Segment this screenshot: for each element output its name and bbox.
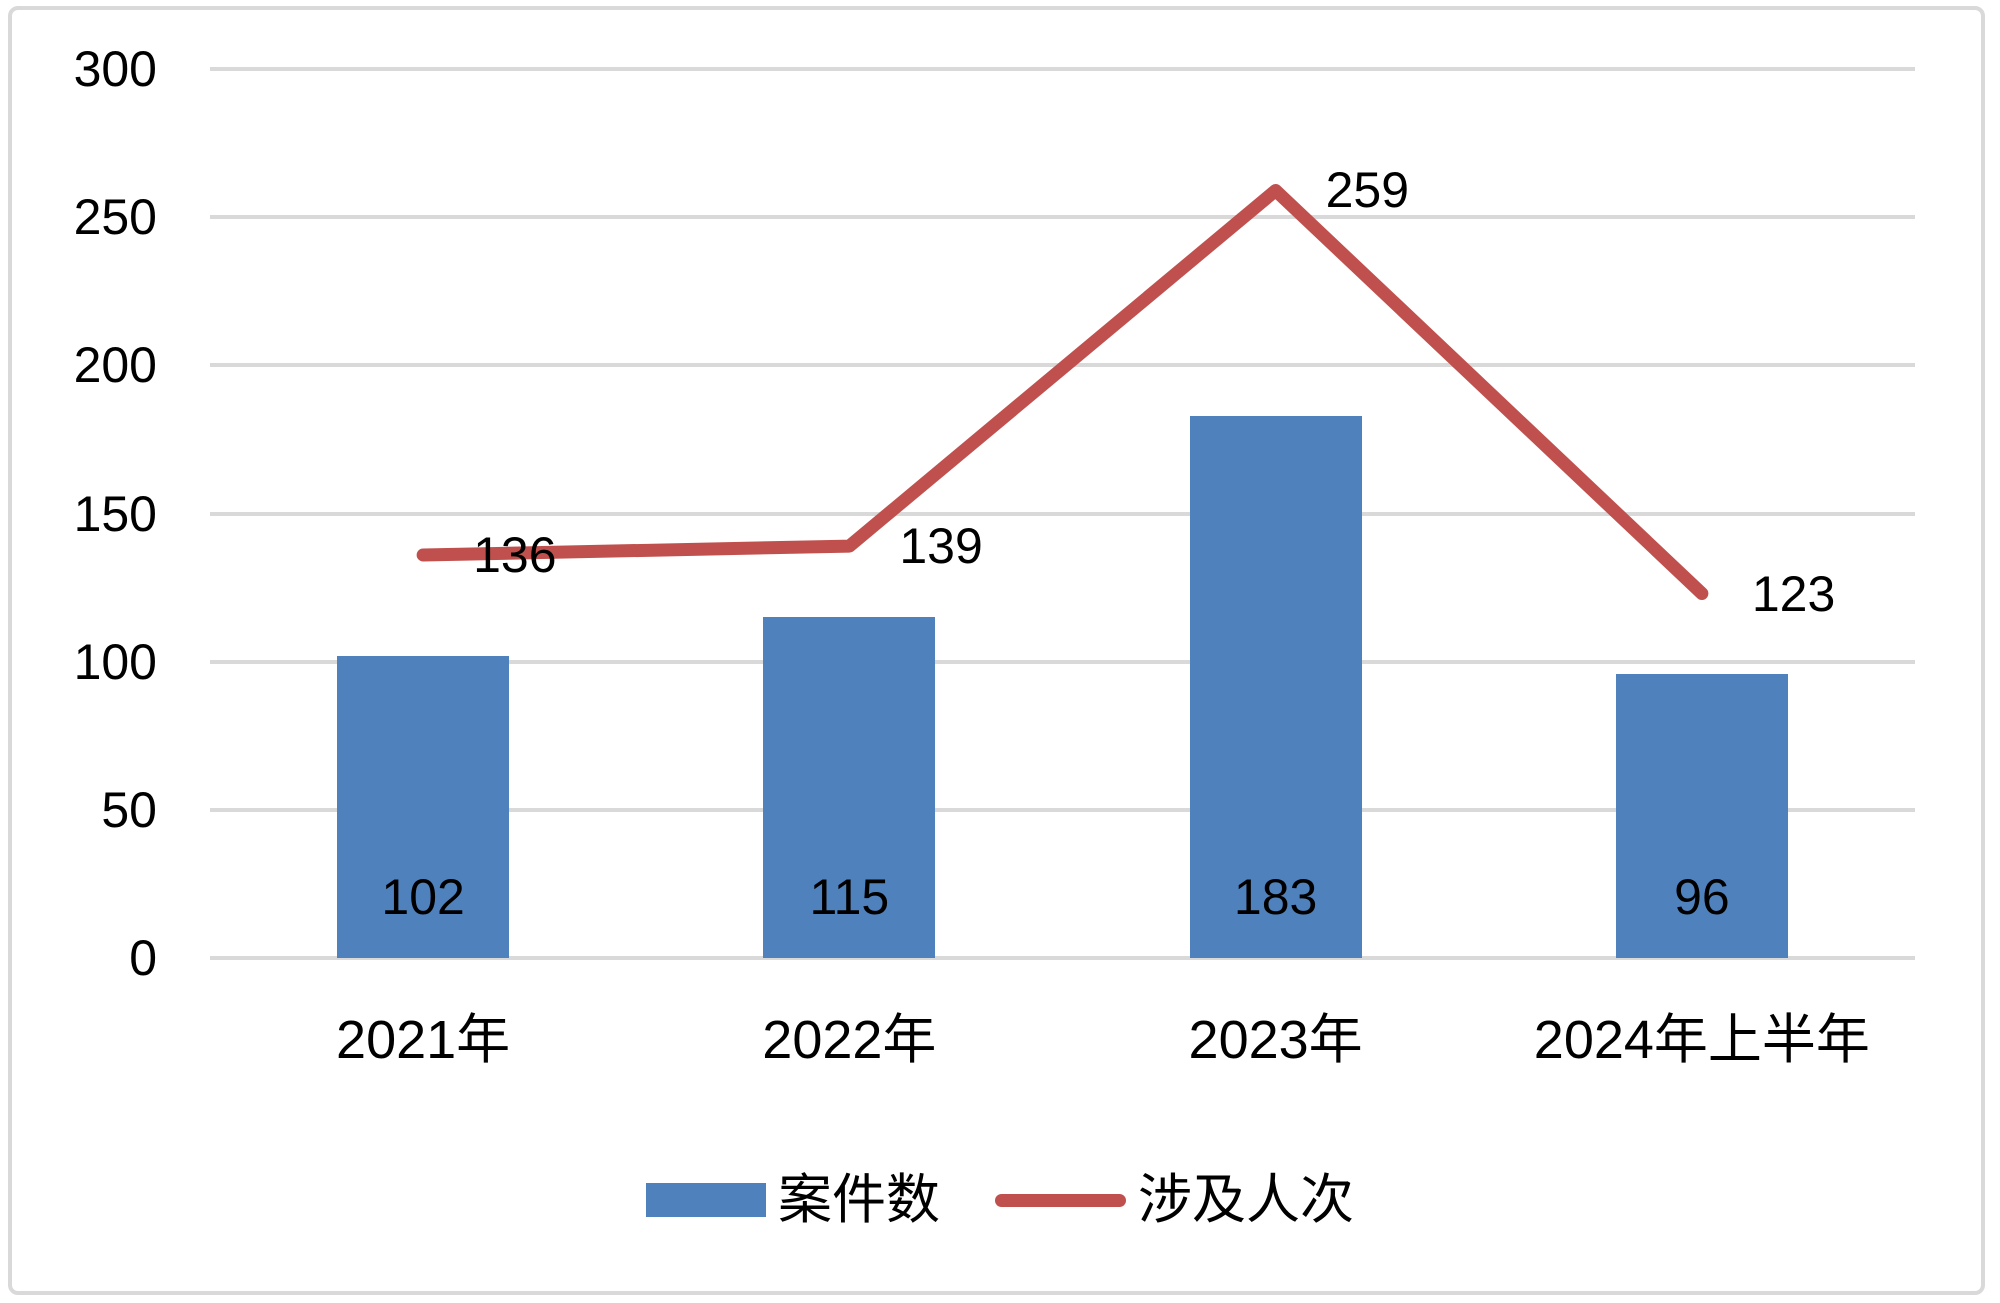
y-axis-tick-label: 150 [73, 485, 157, 542]
y-axis-tick-label: 0 [129, 930, 157, 986]
bar-2024年上半年 [1615, 673, 1788, 958]
y-axis-tick-label: 50 [101, 781, 157, 838]
legend-item-cases: 案件数 [646, 1164, 940, 1236]
legend-label-cases: 案件数 [778, 1170, 940, 1230]
line-value-label: 259 [1325, 162, 1410, 219]
gridline-50 [210, 807, 1915, 812]
line-path [416, 183, 1709, 601]
line-value-label: 136 [473, 526, 557, 583]
bar-2023年 [1189, 415, 1362, 958]
gridline-150 [210, 511, 1915, 516]
y-axis-tick-label: 250 [73, 189, 157, 246]
gridline-300 [210, 67, 1915, 71]
gridline-0 [210, 956, 1915, 960]
x-axis-label: 2022年 [762, 1010, 937, 1070]
gridline-250 [210, 215, 1915, 220]
bar-value-label: 102 [381, 869, 465, 925]
chart-frame [8, 6, 1985, 1295]
gridline-100 [210, 659, 1915, 664]
line-series-swatch [995, 1193, 1126, 1207]
legend: 案件数 涉及人次 [0, 1164, 2000, 1236]
legend-label-people: 涉及人次 [1138, 1170, 1354, 1230]
y-axis-tick-label: 200 [73, 337, 157, 394]
line-value-label: 123 [1751, 565, 1836, 622]
x-axis-label: 2023年 [1188, 1010, 1363, 1070]
bar-2022年 [763, 617, 936, 958]
y-axis-tick-label: 100 [73, 633, 157, 690]
line-value-label: 139 [899, 518, 983, 575]
bar-value-label: 96 [1674, 869, 1730, 925]
bar-2021年 [337, 655, 510, 958]
bar-value-label: 183 [1233, 869, 1318, 925]
x-axis-label: 2024年上半年 [1533, 1010, 1870, 1070]
legend-item-people: 涉及人次 [995, 1164, 1354, 1236]
bar-value-label: 115 [809, 869, 890, 925]
x-axis-label: 2021年 [336, 1010, 511, 1070]
bar-series-swatch [646, 1183, 766, 1217]
y-axis-tick-label: 300 [73, 41, 157, 97]
